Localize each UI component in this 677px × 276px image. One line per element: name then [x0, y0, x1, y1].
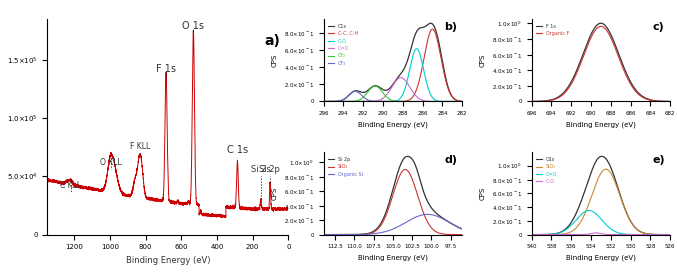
X-axis label: Binding Energy (eV): Binding Energy (eV)	[358, 255, 428, 261]
Text: a): a)	[264, 34, 280, 48]
X-axis label: Binding Energy (eV): Binding Energy (eV)	[358, 122, 428, 128]
Legend: Si 2p, SiO₂, Organic Si: Si 2p, SiO₂, Organic Si	[326, 155, 365, 179]
Text: C 1s: C 1s	[227, 145, 248, 155]
X-axis label: Binding Energy (eV): Binding Energy (eV)	[566, 255, 636, 261]
Text: Si 2p: Si 2p	[259, 165, 280, 174]
Y-axis label: CPS: CPS	[480, 54, 486, 67]
Text: Si 2s: Si 2s	[251, 165, 271, 174]
Y-axis label: CPS: CPS	[0, 119, 1, 135]
Legend: O1s, SiO₂, C=O, C-O: O1s, SiO₂, C=O, C-O	[534, 155, 559, 186]
Text: F KLL: F KLL	[130, 142, 150, 151]
Text: C KLL: C KLL	[60, 181, 81, 190]
Legend: F 1s, Organic F: F 1s, Organic F	[534, 22, 571, 38]
Text: O KLL: O KLL	[100, 158, 122, 167]
Y-axis label: CPS: CPS	[272, 187, 278, 200]
Y-axis label: CPS: CPS	[272, 54, 278, 67]
X-axis label: Binding Energy (eV): Binding Energy (eV)	[126, 256, 210, 265]
X-axis label: Binding Energy (eV): Binding Energy (eV)	[566, 122, 636, 128]
Text: b): b)	[444, 22, 457, 32]
Text: c): c)	[652, 22, 664, 32]
Text: d): d)	[444, 155, 457, 165]
Text: O 1s: O 1s	[182, 21, 204, 31]
Text: e): e)	[652, 155, 665, 165]
Legend: C1s, C-C, C-H, C-O, C=O, CF₂, CF₃: C1s, C-C, C-H, C-O, C=O, CF₂, CF₃	[326, 22, 360, 68]
Text: F 1s: F 1s	[156, 64, 176, 74]
Y-axis label: CPS: CPS	[480, 187, 486, 200]
